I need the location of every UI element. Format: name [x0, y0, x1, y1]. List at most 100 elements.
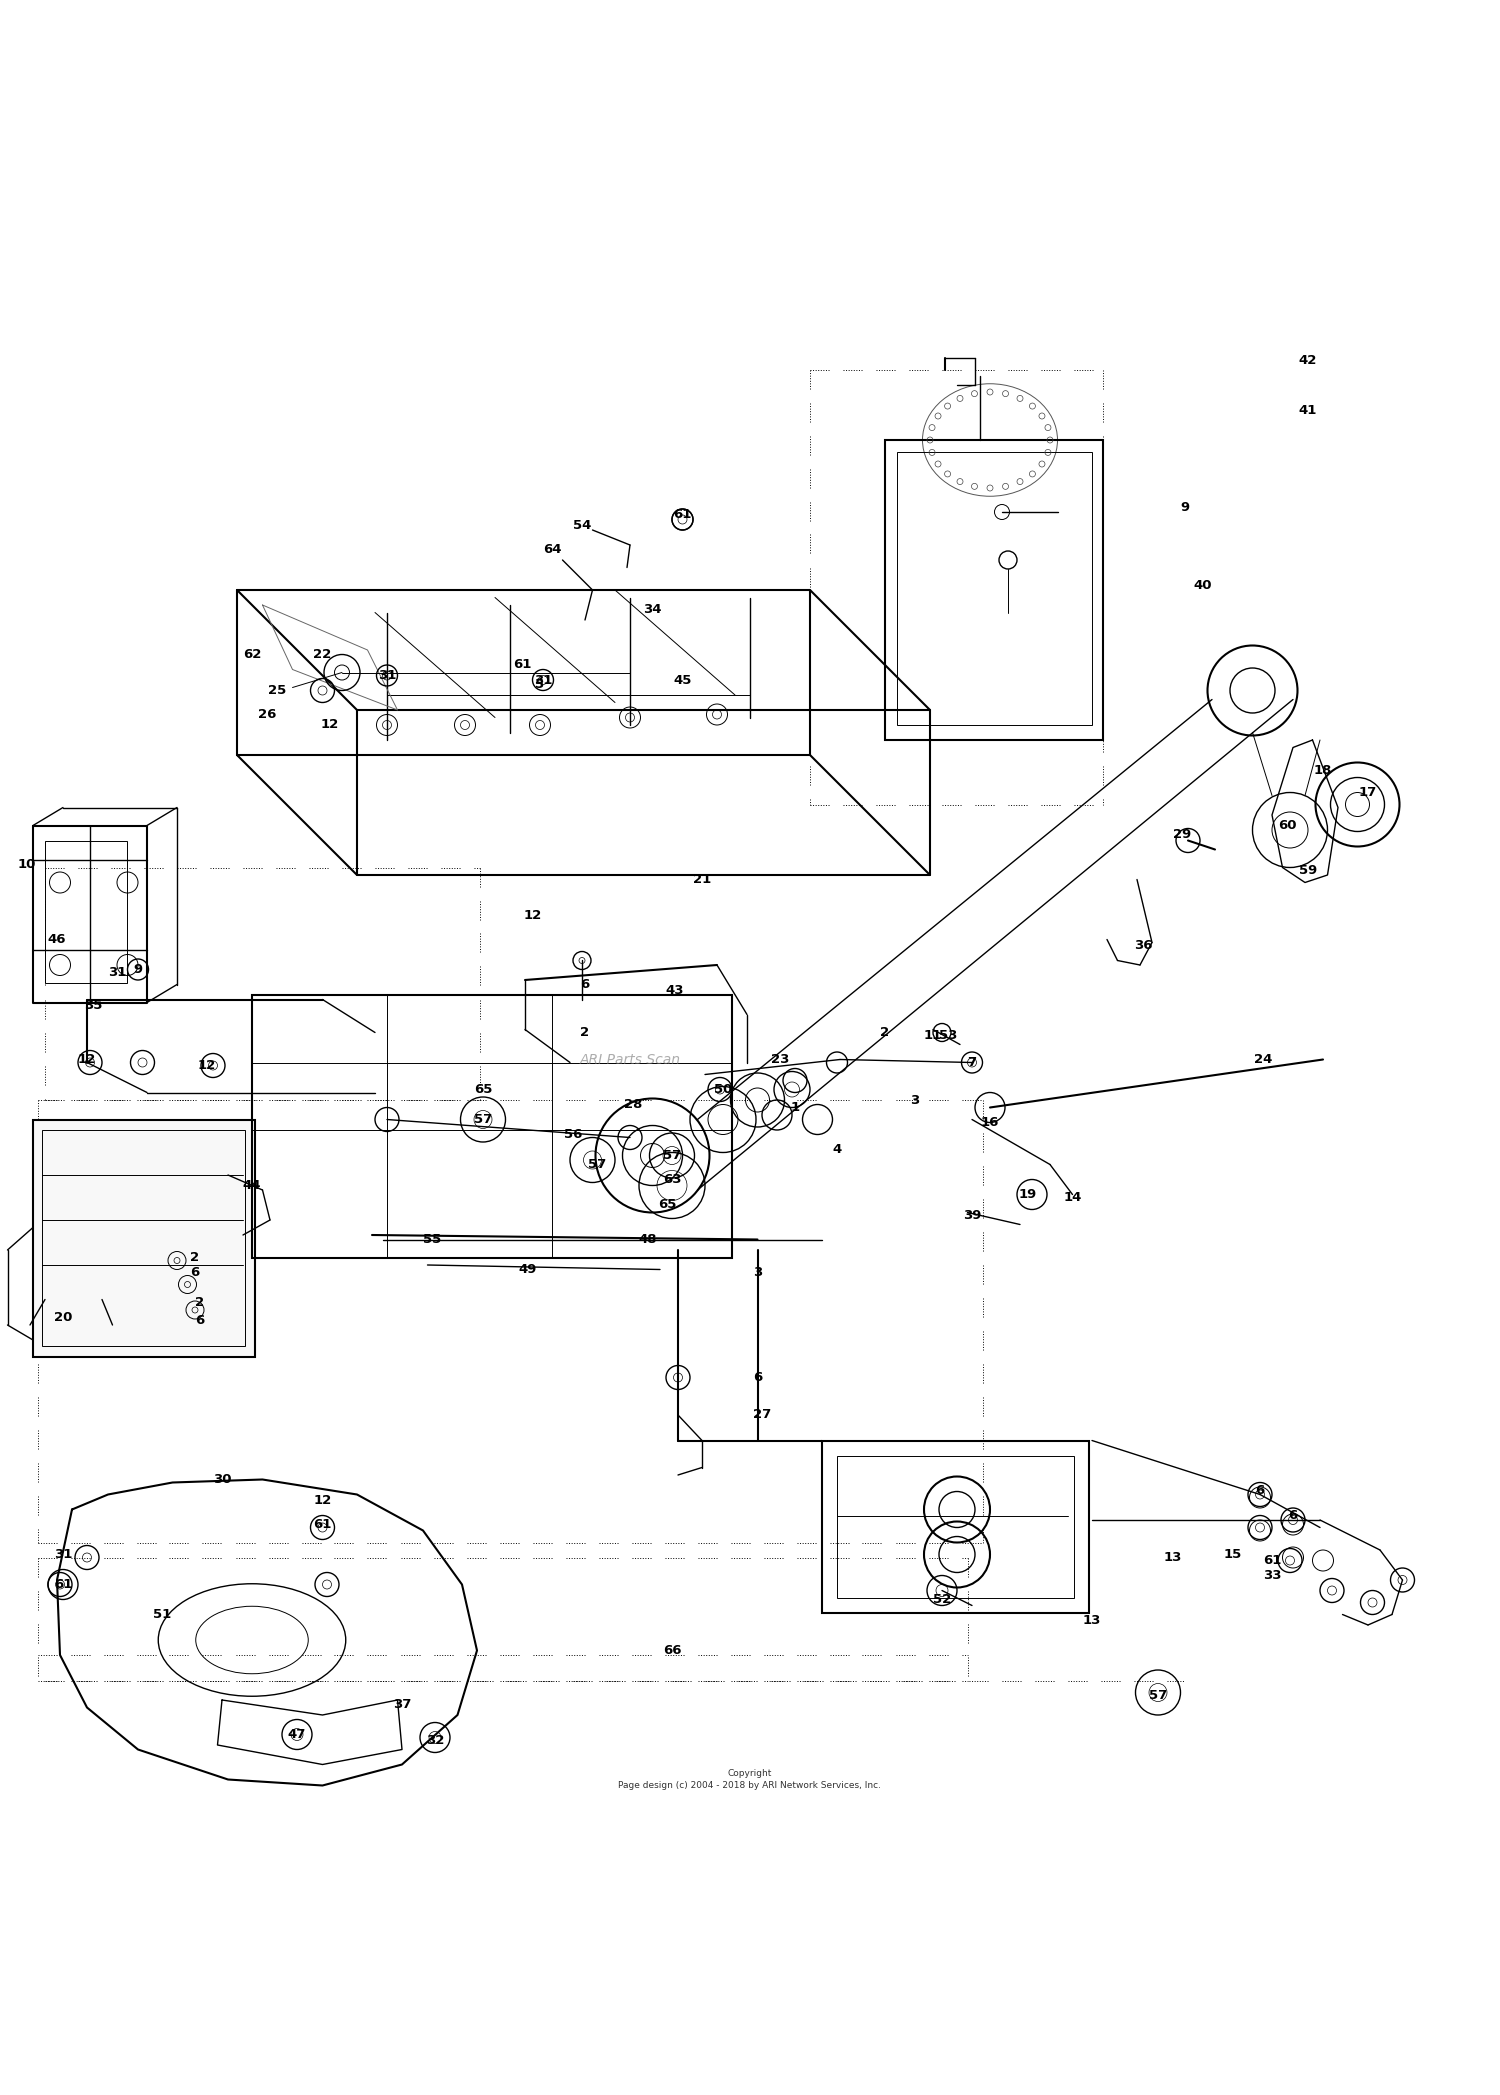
Text: 28: 28: [624, 1098, 642, 1110]
Text: 9: 9: [134, 964, 142, 976]
Text: 60: 60: [1278, 819, 1296, 832]
Text: 18: 18: [1314, 763, 1332, 777]
Text: 9: 9: [1180, 501, 1190, 513]
Text: 59: 59: [1299, 863, 1317, 878]
Text: 15: 15: [1224, 1548, 1242, 1561]
Text: 12: 12: [321, 719, 339, 731]
Text: 16: 16: [981, 1117, 999, 1129]
Text: 39: 39: [963, 1209, 981, 1221]
Text: 57: 57: [588, 1159, 606, 1171]
Text: 22: 22: [314, 647, 332, 662]
Text: Copyright: Copyright: [728, 1768, 772, 1779]
Bar: [837, 1456, 1074, 1598]
Text: 61: 61: [314, 1519, 332, 1531]
Text: 6: 6: [195, 1314, 204, 1326]
Text: 44: 44: [243, 1179, 261, 1192]
Text: 36: 36: [1134, 939, 1152, 951]
Text: 2: 2: [190, 1251, 200, 1263]
Text: 3: 3: [753, 1265, 762, 1280]
Text: 12: 12: [198, 1058, 216, 1073]
Text: 49: 49: [519, 1263, 537, 1276]
Text: 11: 11: [924, 1029, 942, 1041]
Text: 10: 10: [18, 859, 36, 872]
Text: 2: 2: [880, 1027, 890, 1039]
Text: 27: 27: [753, 1408, 771, 1423]
Text: 30: 30: [213, 1473, 231, 1485]
Text: 37: 37: [393, 1699, 411, 1712]
Text: 57: 57: [663, 1148, 681, 1163]
Text: 2: 2: [580, 1027, 590, 1039]
Text: 66: 66: [663, 1645, 681, 1657]
Text: 6: 6: [190, 1265, 200, 1280]
Text: 6: 6: [580, 978, 590, 991]
Text: 4: 4: [833, 1144, 842, 1156]
Text: 42: 42: [1299, 354, 1317, 367]
Bar: [885, 440, 1102, 740]
Text: 45: 45: [674, 672, 692, 687]
Text: 31: 31: [108, 966, 126, 978]
Text: 61: 61: [54, 1578, 72, 1590]
Text: 3: 3: [910, 1094, 920, 1106]
Bar: [42, 1129, 244, 1345]
Text: 61: 61: [513, 658, 531, 672]
Text: 23: 23: [771, 1054, 789, 1066]
Bar: [897, 453, 1092, 725]
Text: 47: 47: [288, 1728, 306, 1741]
Text: 2: 2: [195, 1297, 204, 1309]
Text: 12: 12: [524, 909, 542, 922]
Text: 13: 13: [1083, 1613, 1101, 1628]
Text: 57: 57: [474, 1112, 492, 1125]
Text: ARI Parts Scan: ARI Parts Scan: [579, 1052, 681, 1066]
Text: 33: 33: [1263, 1569, 1281, 1582]
Text: 65: 65: [658, 1198, 676, 1211]
Text: 61: 61: [1263, 1554, 1281, 1567]
Text: 54: 54: [573, 520, 591, 532]
Text: Page design (c) 2004 - 2018 by ARI Network Services, Inc.: Page design (c) 2004 - 2018 by ARI Netwo…: [618, 1781, 882, 1789]
Text: 55: 55: [423, 1234, 441, 1247]
Text: 21: 21: [693, 874, 711, 886]
Text: 50: 50: [714, 1083, 732, 1096]
Bar: [33, 1119, 255, 1355]
Text: 26: 26: [258, 708, 276, 721]
Text: 43: 43: [666, 985, 684, 997]
Text: 12: 12: [78, 1054, 96, 1066]
Text: 25: 25: [268, 683, 286, 698]
Text: 63: 63: [663, 1173, 681, 1186]
Text: 64: 64: [543, 543, 561, 555]
Text: 57: 57: [1149, 1689, 1167, 1701]
Text: 48: 48: [639, 1234, 657, 1247]
Bar: [252, 995, 732, 1257]
Text: 7: 7: [968, 1056, 976, 1068]
Text: 52: 52: [933, 1592, 951, 1607]
Text: 31: 31: [534, 672, 552, 687]
Text: 6: 6: [1256, 1483, 1264, 1496]
Text: 1: 1: [790, 1102, 800, 1115]
Text: 34: 34: [644, 603, 662, 616]
Text: 29: 29: [1173, 828, 1191, 840]
Text: 14: 14: [1064, 1190, 1082, 1205]
Text: 6: 6: [1288, 1508, 1298, 1521]
Text: 32: 32: [426, 1735, 444, 1747]
Text: 65: 65: [474, 1083, 492, 1096]
Bar: [822, 1441, 1089, 1613]
Text: 17: 17: [1359, 786, 1377, 798]
Text: 41: 41: [1299, 404, 1317, 417]
Text: 56: 56: [564, 1127, 582, 1142]
Text: 31: 31: [54, 1548, 72, 1561]
Text: 53: 53: [939, 1029, 957, 1041]
Bar: [45, 840, 128, 983]
Text: 61: 61: [674, 509, 692, 522]
Text: 6: 6: [753, 1370, 762, 1385]
Text: 62: 62: [243, 647, 261, 662]
Text: 19: 19: [1019, 1188, 1036, 1200]
Text: 24: 24: [1254, 1054, 1272, 1066]
Text: 51: 51: [153, 1609, 171, 1622]
Text: 46: 46: [48, 932, 66, 947]
Text: 13: 13: [1164, 1550, 1182, 1565]
Text: 20: 20: [54, 1311, 72, 1324]
Text: 5: 5: [536, 679, 544, 691]
Text: 31: 31: [378, 668, 396, 683]
Text: 40: 40: [1194, 578, 1212, 593]
Text: 12: 12: [314, 1494, 332, 1506]
Text: 35: 35: [84, 999, 102, 1012]
